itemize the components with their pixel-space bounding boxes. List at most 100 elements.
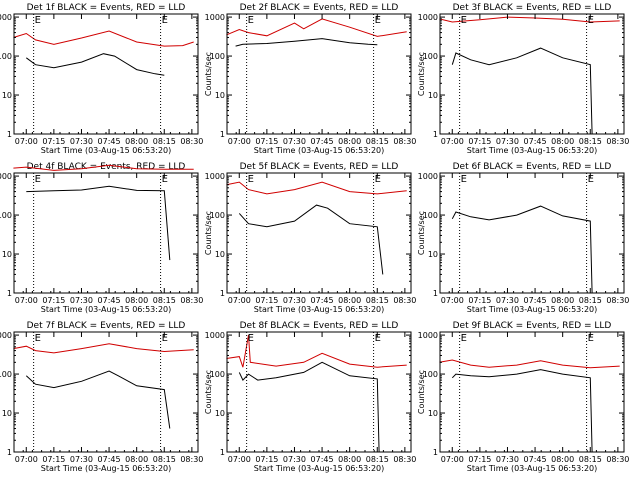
x-tick-label: 08:00: [551, 296, 574, 305]
x-axis-label: Start Time (03-Aug-15 06:53:20): [41, 146, 172, 155]
y-tick-label: 100: [423, 52, 438, 61]
x-tick-label: 08:30: [180, 455, 203, 464]
y-tick-label: 1000: [0, 331, 12, 340]
y-axis-label: Counts/sec: [417, 52, 426, 96]
x-tick-label: 07:15: [255, 455, 278, 464]
x-axis-label: Start Time (03-Aug-15 06:53:20): [467, 464, 598, 473]
x-tick-label: 08:30: [606, 296, 629, 305]
x-tick-label: 08:15: [153, 137, 176, 146]
x-tick-label: 08:30: [393, 455, 416, 464]
y-tick-label: 100: [0, 370, 12, 379]
y-tick-label: 1000: [205, 13, 225, 22]
y-tick-label: 1: [7, 289, 12, 298]
x-axis-label: Start Time (03-Aug-15 06:53:20): [254, 146, 385, 155]
time-marker-label: E: [248, 15, 254, 26]
lld-series-line: [13, 164, 194, 171]
plot-frame: [439, 13, 625, 135]
x-tick-label: 07:30: [496, 137, 519, 146]
events-series-line: [238, 361, 380, 453]
y-axis-label: Counts/sec: [204, 52, 213, 96]
lld-series-line: [439, 16, 620, 23]
x-tick-label: 08:15: [153, 455, 176, 464]
x-tick-label: 08:30: [393, 296, 416, 305]
x-tick-label: 07:30: [70, 137, 93, 146]
x-tick-label: 08:00: [551, 137, 574, 146]
y-tick-label: 10: [2, 409, 12, 418]
x-tick-label: 08:30: [180, 137, 203, 146]
time-marker-label: E: [375, 174, 381, 185]
y-tick-label: 10: [215, 250, 225, 259]
chart-panel-2: Det 2f BLACK = Events, RED = LLD E E 1 10 100…: [204, 3, 416, 155]
time-marker-label: E: [248, 333, 254, 344]
y-tick-label: 1: [433, 130, 438, 139]
x-tick-label: 07:45: [524, 296, 547, 305]
time-marker-label: E: [588, 174, 594, 185]
x-tick-label: 08:30: [606, 455, 629, 464]
chart-panel-4: Det 4f BLACK = Events, RED = LLD E E 1 10 100…: [0, 162, 203, 314]
y-tick-label: 100: [210, 52, 225, 61]
y-tick-label: 100: [210, 211, 225, 220]
lld-series-line: [226, 335, 407, 368]
x-tick-label: 07:45: [98, 137, 121, 146]
time-marker-label: E: [588, 15, 594, 26]
panel-title: Det 6f BLACK = Events, RED = LLD: [453, 162, 612, 172]
chart-panel-8: Det 8f BLACK = Events, RED = LLD E E 1 10 100…: [204, 321, 416, 473]
y-tick-label: 1000: [418, 13, 438, 22]
x-tick-label: 08:00: [338, 455, 361, 464]
x-tick-label: 07:45: [98, 455, 121, 464]
y-tick-label: 10: [428, 250, 438, 259]
events-series-line: [26, 53, 165, 76]
y-tick-label: 1000: [418, 331, 438, 340]
x-tick-label: 08:30: [606, 137, 629, 146]
x-tick-label: 07:15: [42, 455, 65, 464]
time-marker-label: E: [461, 15, 467, 26]
panel-title: Det 1f BLACK = Events, RED = LLD: [27, 3, 186, 13]
x-tick-label: 07:30: [496, 455, 519, 464]
x-tick-label: 08:15: [366, 137, 389, 146]
events-series-line: [26, 185, 171, 261]
x-tick-label: 07:30: [283, 137, 306, 146]
y-axis-label: Counts/sec: [204, 211, 213, 255]
panel-title: Det 7f BLACK = Events, RED = LLD: [27, 321, 186, 331]
x-tick-label: 08:30: [393, 137, 416, 146]
y-axis-label: Counts/sec: [417, 370, 426, 414]
plot-frame: [439, 331, 625, 453]
y-tick-label: 100: [423, 211, 438, 220]
panel-title: Det 9f BLACK = Events, RED = LLD: [453, 321, 612, 331]
y-tick-label: 10: [2, 250, 12, 259]
y-tick-label: 1: [220, 448, 225, 457]
time-marker-label: E: [162, 15, 168, 26]
x-axis-label: Start Time (03-Aug-15 06:53:20): [41, 305, 172, 314]
x-tick-label: 08:00: [551, 455, 574, 464]
time-marker-label: E: [35, 174, 41, 185]
events-series-line: [235, 38, 378, 47]
x-tick-label: 07:15: [468, 455, 491, 464]
x-tick-label: 07:00: [228, 455, 251, 464]
x-tick-label: 07:30: [283, 455, 306, 464]
x-tick-label: 07:30: [283, 296, 306, 305]
x-tick-label: 07:00: [15, 137, 38, 146]
y-tick-label: 10: [215, 409, 225, 418]
lld-series-line: [13, 30, 194, 47]
x-tick-label: 08:00: [125, 296, 148, 305]
y-tick-label: 1: [7, 130, 12, 139]
time-marker-label: E: [35, 15, 41, 26]
x-tick-label: 07:15: [42, 296, 65, 305]
events-series-line: [451, 205, 593, 294]
x-tick-label: 07:15: [42, 137, 65, 146]
time-marker-label: E: [162, 174, 168, 185]
y-tick-label: 10: [428, 409, 438, 418]
lld-series-line: [226, 18, 407, 37]
x-axis-label: Start Time (03-Aug-15 06:53:20): [254, 464, 385, 473]
x-tick-label: 08:15: [579, 296, 602, 305]
events-series-line: [451, 47, 593, 135]
x-tick-label: 07:00: [15, 296, 38, 305]
y-tick-label: 100: [423, 370, 438, 379]
time-marker-label: E: [461, 174, 467, 185]
y-tick-label: 1: [220, 130, 225, 139]
x-tick-label: 07:00: [228, 296, 251, 305]
time-marker-label: E: [588, 333, 594, 344]
panel-title: Det 3f BLACK = Events, RED = LLD: [453, 3, 612, 13]
plot-frame: [226, 331, 412, 453]
y-tick-label: 1000: [418, 172, 438, 181]
